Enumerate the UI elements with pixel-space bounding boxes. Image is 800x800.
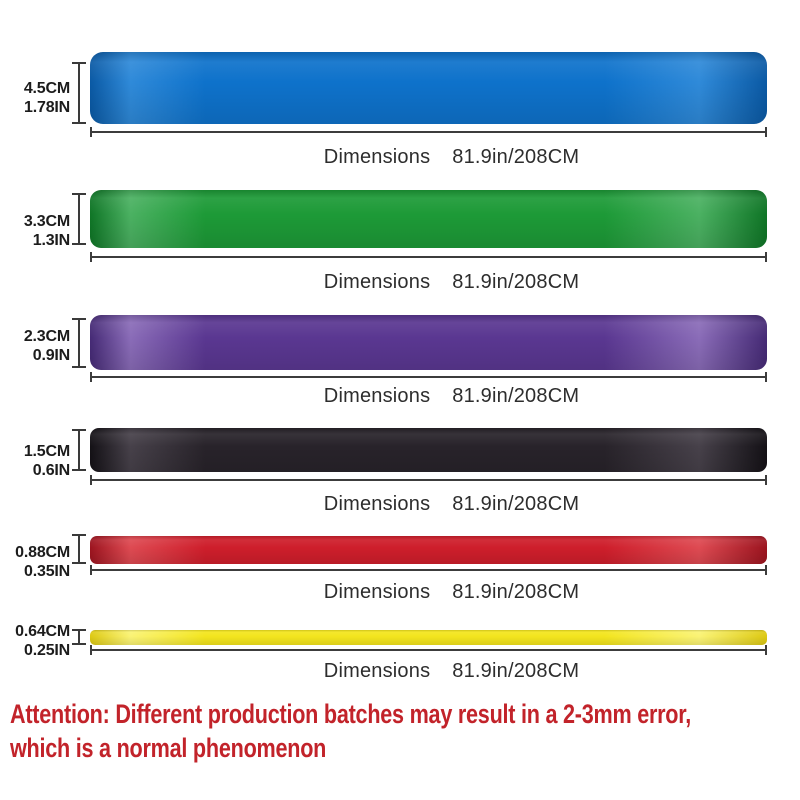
dimension-tick-left bbox=[90, 127, 92, 137]
dimension-tick-right bbox=[765, 252, 767, 262]
bracket-bottom-cap bbox=[72, 243, 86, 245]
dimension-tick-right bbox=[765, 565, 767, 575]
bracket-line bbox=[78, 193, 80, 245]
width-measure-bracket bbox=[72, 629, 86, 645]
band-width-in: 0.9IN bbox=[32, 347, 70, 364]
length-dimension-line bbox=[90, 565, 767, 575]
dimension-tick-right bbox=[765, 645, 767, 655]
attention-line-1: Attention: Different production batches … bbox=[10, 699, 691, 729]
length-dimension-text: Dimensions 81.9in/208CM bbox=[113, 492, 790, 516]
length-dimension-line bbox=[90, 475, 767, 485]
dimension-tick-left bbox=[90, 565, 92, 575]
bracket-bottom-cap bbox=[72, 469, 86, 471]
length-dimension-text: Dimensions 81.9in/208CM bbox=[113, 384, 790, 408]
bracket-bottom-cap bbox=[72, 643, 86, 645]
band-width-in: 0.25IN bbox=[24, 642, 70, 659]
length-dimension-text: Dimensions 81.9in/208CM bbox=[113, 580, 790, 604]
dimension-tick-left bbox=[90, 475, 92, 485]
dimension-tick-right bbox=[765, 372, 767, 382]
attention-note: Attention: Different production batches … bbox=[10, 697, 794, 765]
band-width-cm: 3.3CM bbox=[23, 213, 70, 230]
band-width-label: 1.5CM 0.6IN bbox=[0, 442, 70, 480]
bracket-bottom-cap bbox=[72, 562, 86, 564]
dimension-tick-left bbox=[90, 645, 92, 655]
band-width-cm: 4.5CM bbox=[23, 80, 70, 97]
width-measure-bracket bbox=[72, 318, 86, 368]
length-dimension-line bbox=[90, 252, 767, 262]
dimension-value: 81.9in/208CM bbox=[452, 492, 580, 515]
length-dimension-line bbox=[90, 645, 767, 655]
length-dimension-line bbox=[90, 127, 767, 137]
dimension-label: Dimensions bbox=[323, 270, 431, 293]
dimension-value: 81.9in/208CM bbox=[452, 270, 580, 293]
length-dimension-line bbox=[90, 372, 767, 382]
bracket-line bbox=[78, 318, 80, 368]
dimension-tick-right bbox=[765, 475, 767, 485]
dimension-label: Dimensions bbox=[323, 580, 431, 603]
band-width-in: 0.35IN bbox=[24, 563, 70, 580]
dimension-value: 81.9in/208CM bbox=[452, 145, 580, 168]
dimension-label: Dimensions bbox=[323, 145, 431, 168]
band-width-cm: 0.64CM bbox=[15, 623, 70, 640]
bracket-bottom-cap bbox=[72, 366, 86, 368]
band-width-in: 1.78IN bbox=[24, 99, 70, 116]
band-width-in: 0.6IN bbox=[32, 462, 70, 479]
length-dimension-text: Dimensions 81.9in/208CM bbox=[113, 270, 790, 294]
resistance-band-purple bbox=[90, 315, 767, 370]
resistance-band-yellow bbox=[90, 630, 767, 645]
band-width-cm: 1.5CM bbox=[23, 443, 70, 460]
dimension-value: 81.9in/208CM bbox=[452, 580, 580, 603]
band-width-in: 1.3IN bbox=[32, 232, 70, 249]
band-width-label: 4.5CM 1.78IN bbox=[0, 79, 70, 117]
dimension-tick-right bbox=[765, 127, 767, 137]
bracket-bottom-cap bbox=[72, 122, 86, 124]
dimension-tick-left bbox=[90, 252, 92, 262]
dimension-label: Dimensions bbox=[323, 492, 431, 515]
band-width-cm: 2.3CM bbox=[23, 328, 70, 345]
width-measure-bracket bbox=[72, 193, 86, 245]
resistance-band-red bbox=[90, 536, 767, 564]
dimension-tick-left bbox=[90, 372, 92, 382]
bracket-line bbox=[78, 534, 80, 564]
band-width-cm: 0.88CM bbox=[15, 544, 70, 561]
width-measure-bracket bbox=[72, 429, 86, 471]
bracket-line bbox=[78, 629, 80, 645]
attention-line-2: which is a normal phenomenon bbox=[10, 733, 327, 763]
dimension-value: 81.9in/208CM bbox=[452, 384, 580, 407]
resistance-band-black bbox=[90, 428, 767, 472]
length-dimension-text: Dimensions 81.9in/208CM bbox=[113, 145, 790, 169]
band-width-label: 3.3CM 1.3IN bbox=[0, 212, 70, 250]
band-width-label: 0.64CM 0.25IN bbox=[0, 622, 70, 660]
band-width-label: 0.88CM 0.35IN bbox=[0, 543, 70, 581]
bracket-line bbox=[78, 429, 80, 471]
dimension-label: Dimensions bbox=[323, 659, 431, 682]
resistance-band-green bbox=[90, 190, 767, 248]
dimension-label: Dimensions bbox=[323, 384, 431, 407]
dimension-value: 81.9in/208CM bbox=[452, 659, 580, 682]
length-dimension-text: Dimensions 81.9in/208CM bbox=[113, 659, 790, 683]
width-measure-bracket bbox=[72, 62, 86, 124]
bracket-line bbox=[78, 62, 80, 124]
width-measure-bracket bbox=[72, 534, 86, 564]
resistance-band-blue bbox=[90, 52, 767, 124]
band-width-label: 2.3CM 0.9IN bbox=[0, 327, 70, 365]
